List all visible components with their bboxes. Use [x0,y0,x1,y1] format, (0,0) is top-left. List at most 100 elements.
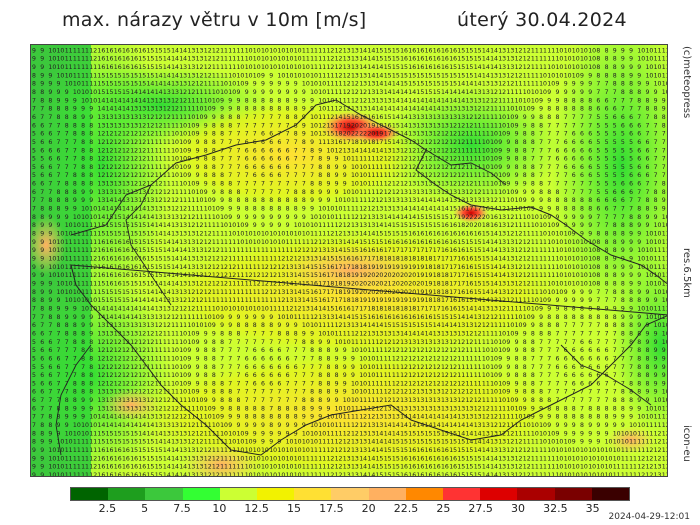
svg-text:7: 7 [65,147,69,154]
svg-text:9: 9 [48,81,52,88]
svg-text:6: 6 [556,364,560,371]
svg-text:13: 13 [400,339,408,346]
svg-text:13: 13 [327,247,335,254]
svg-text:14: 14 [400,131,408,138]
svg-text:11: 11 [498,314,506,321]
svg-text:11: 11 [343,330,351,337]
svg-text:10: 10 [490,380,498,387]
svg-text:11: 11 [237,281,245,288]
svg-text:10: 10 [588,247,596,254]
svg-text:12: 12 [515,439,523,446]
svg-text:13: 13 [187,72,195,79]
svg-text:9: 9 [40,47,44,54]
svg-text:12: 12 [457,397,465,404]
svg-text:14: 14 [400,206,408,213]
svg-text:14: 14 [294,281,302,288]
svg-text:15: 15 [376,464,384,471]
svg-text:9: 9 [531,206,535,213]
svg-text:7: 7 [65,164,69,171]
svg-text:6: 6 [245,147,249,154]
svg-text:8: 8 [523,339,527,346]
svg-text:9: 9 [81,197,85,204]
svg-text:7: 7 [580,181,584,188]
svg-text:9: 9 [48,297,52,304]
svg-text:13: 13 [343,231,351,238]
svg-text:9: 9 [253,81,257,88]
svg-text:12: 12 [408,380,416,387]
svg-text:15: 15 [147,231,155,238]
svg-text:9: 9 [515,380,519,387]
svg-text:13: 13 [498,247,506,254]
svg-text:11: 11 [237,264,245,271]
svg-text:11: 11 [318,64,326,71]
svg-text:13: 13 [318,131,326,138]
svg-text:13: 13 [171,289,179,296]
svg-text:9: 9 [294,89,298,96]
svg-text:11: 11 [384,380,392,387]
svg-text:8: 8 [547,322,551,329]
svg-text:9: 9 [506,364,510,371]
svg-text:7: 7 [269,389,273,396]
svg-text:10: 10 [335,206,343,213]
svg-text:8: 8 [318,181,322,188]
svg-text:9: 9 [580,439,584,446]
svg-text:5: 5 [605,139,609,146]
svg-text:8: 8 [596,272,600,279]
svg-text:12: 12 [138,355,146,362]
svg-text:13: 13 [359,222,367,229]
svg-text:9: 9 [662,347,666,354]
svg-text:12: 12 [114,372,122,379]
svg-text:12: 12 [400,181,408,188]
svg-text:10: 10 [605,447,613,454]
svg-text:16: 16 [130,247,138,254]
svg-text:15: 15 [310,297,318,304]
svg-text:15: 15 [106,297,114,304]
svg-text:12: 12 [204,72,212,79]
svg-text:7: 7 [73,164,77,171]
svg-text:11: 11 [302,56,310,63]
svg-text:8: 8 [81,131,85,138]
svg-text:8: 8 [605,47,609,54]
svg-text:6: 6 [245,372,249,379]
svg-text:10: 10 [547,81,555,88]
svg-text:9: 9 [40,239,44,246]
svg-text:10: 10 [359,380,367,387]
svg-text:8: 8 [605,314,609,321]
svg-text:7: 7 [547,355,551,362]
svg-text:10: 10 [498,330,506,337]
svg-text:13: 13 [400,197,408,204]
svg-text:9: 9 [277,439,281,446]
svg-text:12: 12 [171,197,179,204]
svg-text:10: 10 [277,231,285,238]
svg-text:7: 7 [253,131,257,138]
svg-text:11: 11 [482,189,490,196]
svg-text:10: 10 [302,222,310,229]
svg-text:8: 8 [596,47,600,54]
svg-text:9: 9 [621,306,625,313]
svg-text:14: 14 [408,414,416,421]
svg-text:7: 7 [605,89,609,96]
svg-text:16: 16 [138,464,146,471]
svg-text:6: 6 [621,181,625,188]
svg-text:15: 15 [351,247,359,254]
svg-text:9: 9 [261,439,265,446]
svg-text:13: 13 [408,339,416,346]
svg-text:14: 14 [130,422,138,429]
svg-text:7: 7 [302,156,306,163]
svg-text:8: 8 [572,197,576,204]
svg-text:8: 8 [310,389,314,396]
svg-text:12: 12 [392,380,400,387]
svg-text:12: 12 [310,239,318,246]
svg-text:8: 8 [89,380,93,387]
svg-text:10: 10 [253,306,261,313]
svg-text:13: 13 [351,472,359,477]
svg-text:11: 11 [343,422,351,429]
svg-text:12: 12 [466,397,474,404]
svg-text:15: 15 [147,455,155,462]
svg-text:13: 13 [498,56,506,63]
svg-text:7: 7 [65,355,69,362]
svg-text:16: 16 [384,314,392,321]
svg-text:11: 11 [523,297,531,304]
svg-text:7: 7 [613,339,617,346]
svg-text:13: 13 [425,189,433,196]
